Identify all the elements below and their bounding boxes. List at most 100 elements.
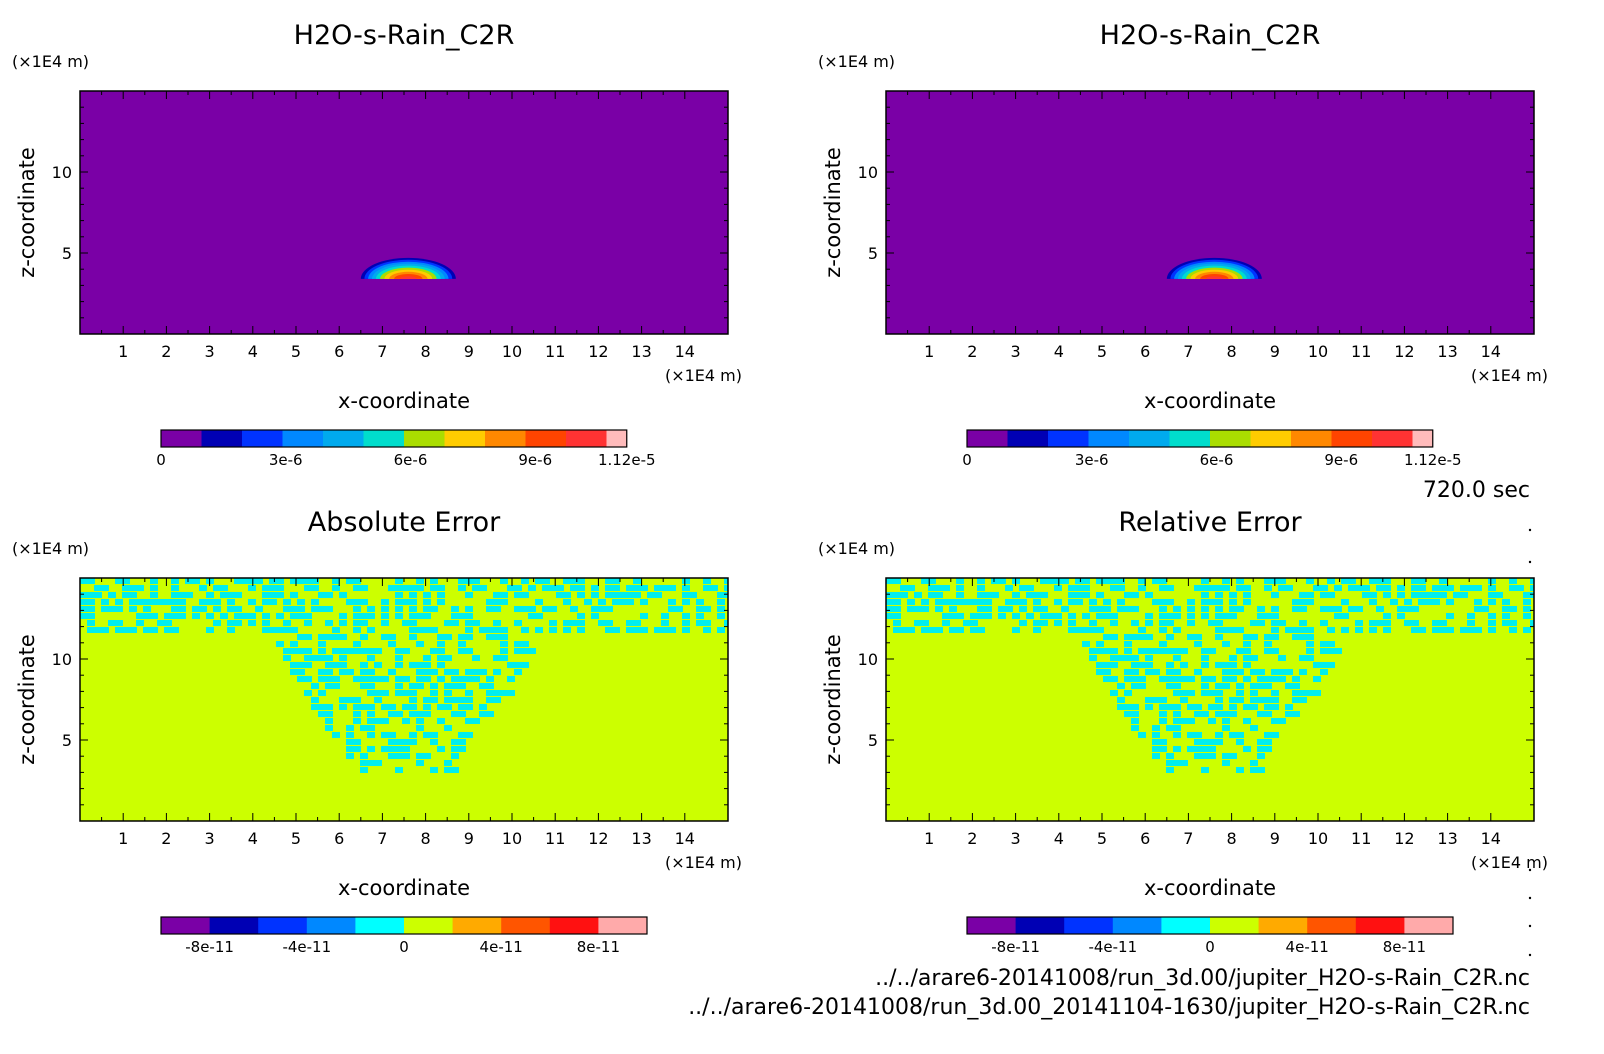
- colorbar-tick-label: 9e-6: [518, 451, 552, 469]
- noise-cell: [935, 627, 943, 633]
- noise-cell: [1250, 704, 1258, 710]
- noise-cell: [682, 613, 690, 619]
- noise-cell: [269, 627, 277, 633]
- noise-cell: [1117, 655, 1125, 661]
- noise-cell: [1117, 578, 1125, 584]
- noise-cell: [1530, 585, 1534, 591]
- noise-cell: [1110, 613, 1118, 619]
- noise-cell: [1320, 662, 1328, 668]
- colorbar-frame: [966, 916, 1454, 935]
- colorbar-swatch: [1064, 917, 1114, 934]
- noise-cell: [1110, 662, 1118, 668]
- colorbar-swatch: [1210, 430, 1251, 447]
- noise-cell: [150, 585, 158, 591]
- noise-cell: [416, 711, 424, 717]
- noise-cell: [1180, 760, 1188, 766]
- noise-cell: [640, 613, 648, 619]
- noise-cell: [1229, 753, 1237, 759]
- noise-cell: [1201, 606, 1209, 612]
- noise-cell: [1278, 718, 1286, 724]
- noise-cell: [213, 606, 221, 612]
- noise-cell: [1117, 704, 1125, 710]
- noise-cell: [1278, 676, 1286, 682]
- colorbar-tick-label: 0: [962, 451, 972, 469]
- noise-cell: [1096, 592, 1104, 598]
- noise-cell: [1418, 578, 1426, 584]
- noise-cell: [1432, 620, 1440, 626]
- noise-cell: [710, 585, 718, 591]
- noise-cell: [556, 585, 564, 591]
- noise-cell: [1117, 606, 1125, 612]
- noise-cell: [1257, 767, 1265, 773]
- noise-cell: [577, 620, 585, 626]
- noise-cell: [1103, 634, 1111, 640]
- noise-cell: [1138, 683, 1146, 689]
- noise-cell: [479, 627, 487, 633]
- noise-cell: [1236, 697, 1244, 703]
- noise-cell: [430, 739, 438, 745]
- colorbar-swatch: [1007, 430, 1049, 447]
- noise-cell: [1159, 578, 1167, 584]
- noise-cell: [900, 585, 908, 591]
- noise-cell: [1138, 634, 1146, 640]
- noise-cell: [402, 704, 410, 710]
- noise-cell: [206, 599, 214, 605]
- noise-cell: [367, 760, 375, 766]
- x-tick-label: 10: [1308, 829, 1328, 848]
- noise-cell: [668, 606, 676, 612]
- noise-cell: [1117, 585, 1125, 591]
- noise-cell: [963, 620, 971, 626]
- noise-cell: [542, 606, 550, 612]
- noise-cell: [136, 613, 144, 619]
- noise-cell: [353, 627, 361, 633]
- noise-cell: [178, 613, 186, 619]
- noise-cell: [1530, 620, 1534, 626]
- noise-cell: [1103, 613, 1111, 619]
- noise-cell: [1082, 578, 1090, 584]
- noise-cell: [283, 655, 291, 661]
- noise-cell: [367, 683, 375, 689]
- noise-cell: [479, 585, 487, 591]
- noise-cell: [1138, 648, 1146, 654]
- noise-cell: [290, 592, 298, 598]
- noise-cell: [1131, 662, 1139, 668]
- noise-cell: [682, 620, 690, 626]
- noise-cell: [1320, 641, 1328, 647]
- noise-cell: [998, 578, 1006, 584]
- noise-cell: [1131, 634, 1139, 640]
- noise-cell: [430, 578, 438, 584]
- noise-cell: [129, 585, 137, 591]
- noise-cell: [1229, 592, 1237, 598]
- noise-cell: [654, 585, 662, 591]
- file-path-1: ../../arare6-20141008/run_3d.00/jupiter_…: [875, 966, 1530, 991]
- noise-cell: [970, 599, 978, 605]
- noise-cell: [1215, 620, 1223, 626]
- x-tick-label: 3: [1011, 829, 1021, 848]
- y-tick-label: 5: [868, 731, 878, 750]
- noise-cell: [171, 592, 179, 598]
- colorbar-tick-label: 9e-6: [1324, 451, 1358, 469]
- noise-cell: [353, 676, 361, 682]
- noise-cell: [339, 655, 347, 661]
- noise-cell: [661, 613, 669, 619]
- noise-cell: [1187, 746, 1195, 752]
- x-tick-label: 1: [924, 342, 934, 361]
- noise-cell: [423, 613, 431, 619]
- noise-cell: [1488, 592, 1496, 598]
- noise-cell: [486, 697, 494, 703]
- noise-cell: [886, 599, 894, 605]
- noise-cell: [1362, 592, 1370, 598]
- noise-cell: [409, 683, 417, 689]
- noise-cell: [332, 585, 340, 591]
- noise-cell: [374, 690, 382, 696]
- noise-cell: [451, 697, 459, 703]
- noise-cell: [339, 662, 347, 668]
- noise-cell: [304, 620, 312, 626]
- noise-cell: [339, 697, 347, 703]
- noise-cell: [339, 669, 347, 675]
- noise-cell: [514, 592, 522, 598]
- noise-cell: [1460, 585, 1468, 591]
- noise-cell: [1222, 641, 1230, 647]
- noise-cell: [1250, 669, 1258, 675]
- noise-cell: [1257, 739, 1265, 745]
